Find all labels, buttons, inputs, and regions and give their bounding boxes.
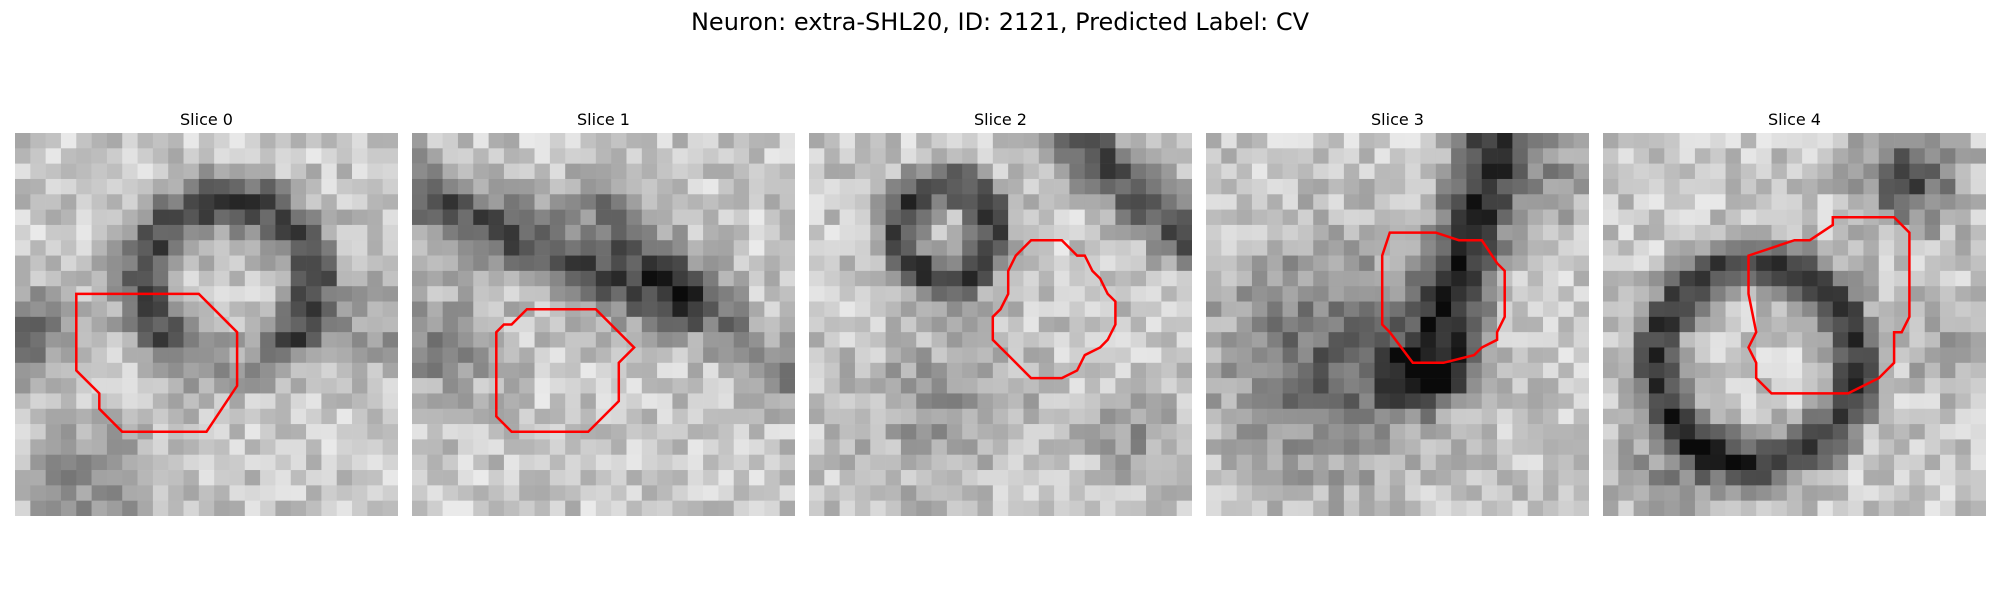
predicted-contour	[991, 238, 1117, 380]
pixel-grid	[15, 133, 398, 516]
slice-panel-2: Slice 2	[809, 107, 1192, 516]
pixel-grid	[809, 133, 1192, 516]
slice-title: Slice 0	[180, 110, 233, 129]
predicted-contour	[75, 292, 239, 433]
slice-image	[15, 133, 398, 516]
slice-image	[412, 133, 795, 516]
slice-panel-0: Slice 0	[15, 107, 398, 516]
figure-title: Neuron: extra-SHL20, ID: 2121, Predicted…	[690, 8, 1310, 36]
predicted-contour	[1747, 216, 1911, 395]
slice-panel-1: Slice 1	[412, 107, 795, 516]
slice-panel-3: Slice 3	[1206, 107, 1589, 516]
slice-title: Slice 2	[974, 110, 1027, 129]
slice-image	[809, 133, 1192, 516]
pixel-grid	[1206, 133, 1589, 516]
slice-title: Slice 3	[1371, 110, 1424, 129]
slice-image	[1206, 133, 1589, 516]
predicted-contour	[1380, 231, 1506, 365]
slice-panel-4: Slice 4	[1603, 107, 1986, 516]
slice-title: Slice 1	[577, 110, 630, 129]
slice-image	[1603, 133, 1986, 516]
pixel-grid	[412, 133, 795, 516]
predicted-contour	[495, 307, 636, 433]
slice-title: Slice 4	[1768, 110, 1821, 129]
pixel-grid	[1603, 133, 1986, 516]
